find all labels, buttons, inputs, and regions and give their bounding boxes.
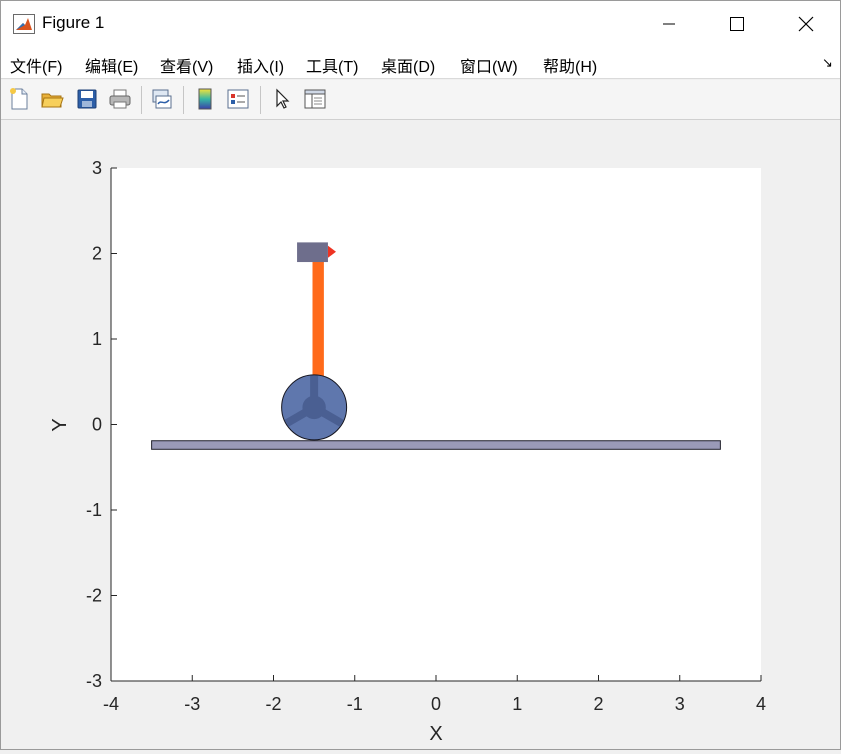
y-tick-label: 3 [92, 158, 102, 178]
insert-legend-icon[interactable] [224, 84, 252, 114]
toolbar-separator [141, 86, 142, 114]
figure-canvas: -4 -3 -2 -1 0 1 2 3 4 -3 -2 -1 0 1 2 3 X Y [1, 121, 840, 749]
minimize-button[interactable] [634, 1, 704, 47]
figure-toolbar [1, 80, 840, 120]
close-icon [798, 16, 814, 32]
close-button[interactable] [771, 1, 841, 47]
wheel-hub [302, 395, 326, 420]
x-tick-label: -3 [184, 694, 200, 714]
maximize-icon [730, 17, 744, 31]
x-tick-label: 3 [675, 694, 685, 714]
save-icon[interactable] [73, 84, 101, 114]
menu-desktop[interactable]: 桌面(D) [381, 59, 436, 76]
menu-tools[interactable]: 工具(T) [306, 59, 359, 76]
y-tick-label: 0 [92, 415, 102, 435]
toolbar-separator [183, 86, 184, 114]
title-bar[interactable]: Figure 1 [1, 1, 840, 47]
menu-help[interactable]: 帮助(H) [543, 59, 598, 76]
pendulum-mass [297, 242, 328, 263]
x-axis-label: X [429, 723, 442, 745]
menu-view[interactable]: 查看(V) [160, 59, 214, 76]
toolbar-separator [260, 86, 261, 114]
new-figure-icon[interactable] [5, 84, 33, 114]
insert-colorbar-icon[interactable] [191, 84, 219, 114]
menu-insert[interactable]: 插入(I) [237, 59, 285, 76]
menu-file[interactable]: 文件(F) [10, 59, 63, 76]
x-tick-label: 1 [512, 694, 522, 714]
link-plot-icon[interactable] [148, 84, 176, 114]
x-tick-label: -4 [103, 694, 119, 714]
dock-arrow-icon[interactable]: ↘ [822, 55, 833, 70]
x-tick-label: -2 [265, 694, 281, 714]
menu-window[interactable]: 窗口(W) [460, 59, 518, 76]
x-tick-label: 0 [431, 694, 441, 714]
matlab-app-icon [13, 14, 35, 34]
x-tick-label: 4 [756, 694, 766, 714]
open-file-icon[interactable] [38, 84, 66, 114]
y-tick-label: -1 [86, 500, 102, 520]
pendulum-rod [312, 256, 324, 391]
y-tick-label: 1 [92, 329, 102, 349]
edit-plot-arrow-icon[interactable] [268, 84, 296, 114]
tip-marker [328, 245, 336, 258]
menu-edit[interactable]: 编辑(E) [85, 59, 139, 76]
axes-background [111, 168, 761, 681]
menu-bar: 文件(F) 编辑(E) 查看(V) 插入(I) 工具(T) 桌面(D) 窗口(W… [1, 47, 840, 79]
ground-platform [151, 440, 721, 450]
y-tick-label: 2 [92, 244, 102, 264]
minimize-icon [663, 23, 675, 25]
print-icon[interactable] [106, 84, 134, 114]
y-axis-label: Y [49, 418, 71, 431]
x-tick-label: 2 [593, 694, 603, 714]
x-tick-label: -1 [347, 694, 363, 714]
y-tick-label: -3 [86, 671, 102, 691]
window-title: Figure 1 [42, 13, 105, 32]
property-inspector-icon[interactable] [301, 84, 329, 114]
maximize-button[interactable] [702, 1, 772, 47]
y-tick-label: -2 [86, 586, 102, 606]
